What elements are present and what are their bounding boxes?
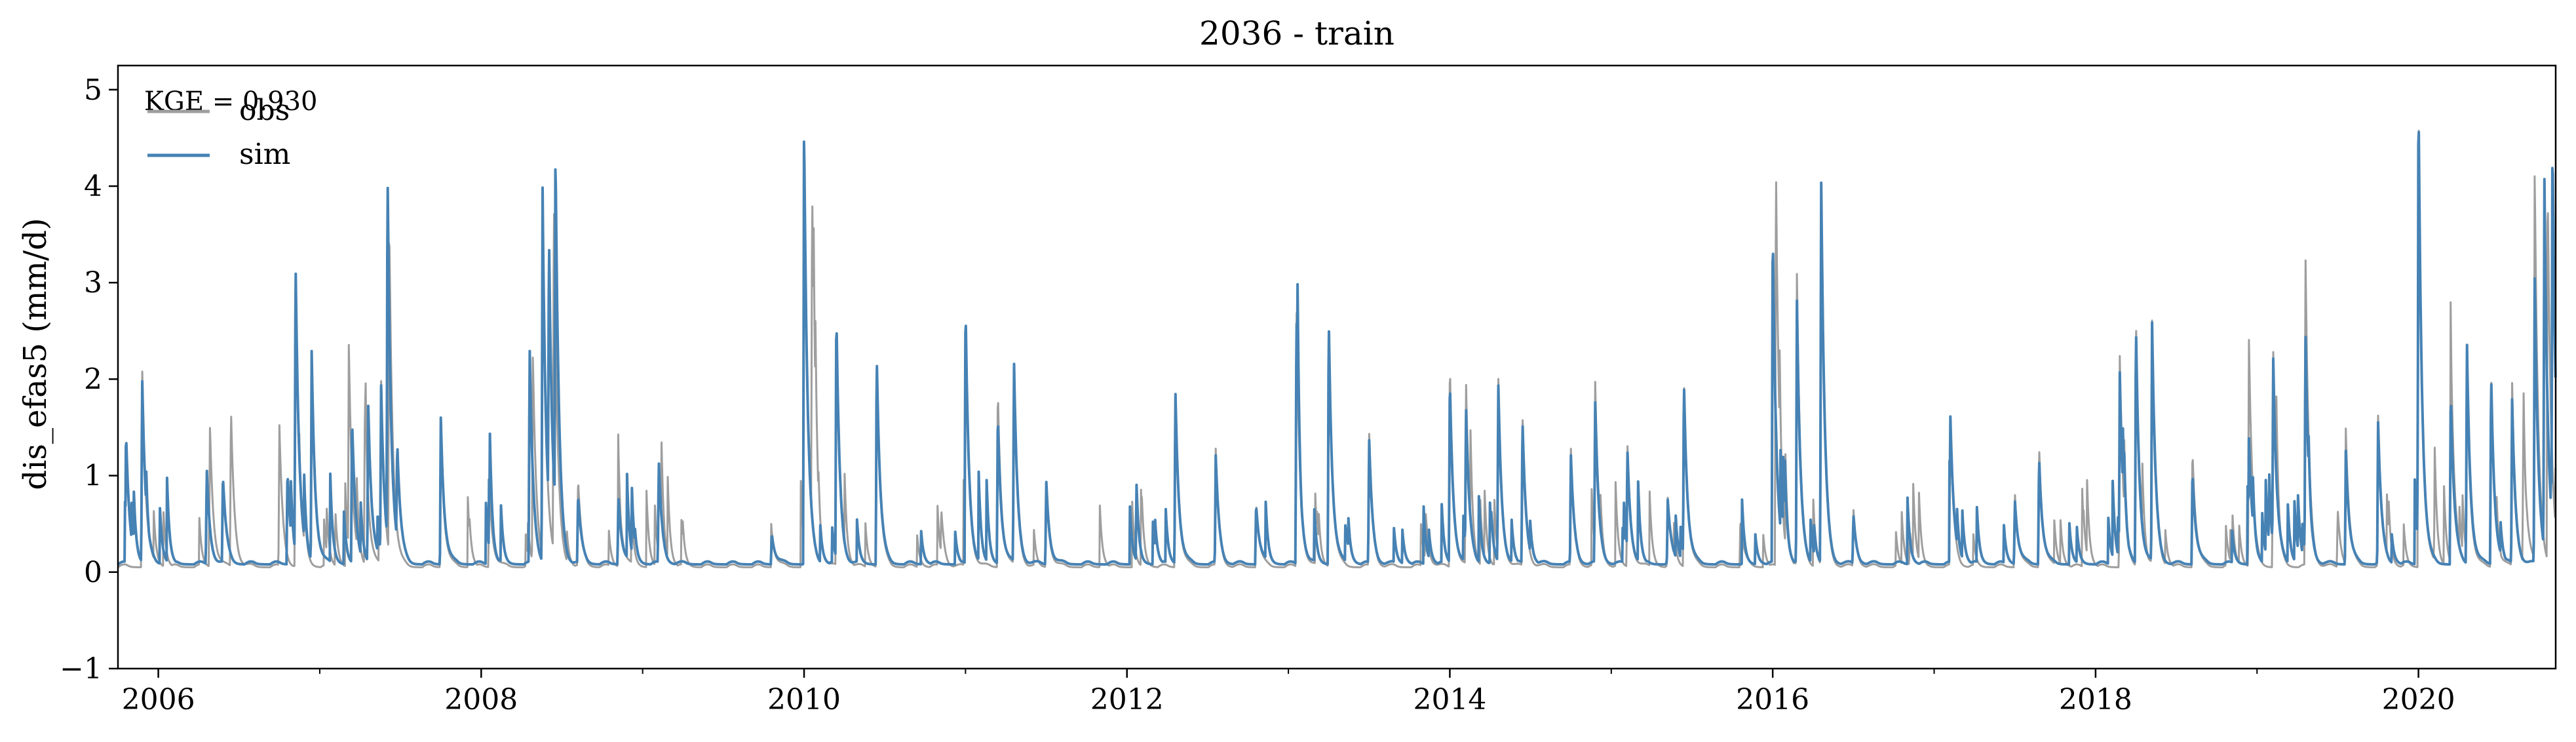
axes-frame [117,64,2557,670]
y-axis-ticks: −1 0 1 2 3 4 5 [60,73,118,686]
y-tick-label: 3 [84,266,102,300]
x-tick-label: 2020 [2382,683,2455,716]
series-line-obs [117,130,2557,568]
x-tick-label: 2010 [767,683,841,716]
x-tick-label: 2018 [2059,683,2132,716]
y-tick-label: −1 [60,652,102,686]
y-tick-label: 5 [84,73,102,107]
y-tick-label: 2 [84,362,102,396]
y-tick-label: 1 [84,459,102,493]
x-tick-label: 2012 [1090,683,1164,716]
legend-sim-label: sim [239,138,290,171]
y-tick-label: 4 [84,170,102,203]
x-tick-label: 2014 [1413,683,1486,716]
x-axis-ticks: 2006 2008 2010 2012 2014 2016 2018 2020 [122,669,2455,716]
x-tick-label: 2016 [1736,683,1809,716]
x-tick-label: 2006 [122,683,195,716]
series-sim [117,130,2557,566]
series-line-sim [117,130,2557,566]
x-tick-label: 2008 [444,683,518,716]
legend-obs-label: obs [239,94,290,127]
plot-area [117,130,2557,568]
chart-title: 2036 - train [1199,14,1394,52]
y-axis-label: dis_efas5 (mm/d) [17,218,54,490]
series-obs [117,130,2557,568]
y-tick-label: 0 [84,556,102,589]
legend: obs sim [147,94,290,171]
